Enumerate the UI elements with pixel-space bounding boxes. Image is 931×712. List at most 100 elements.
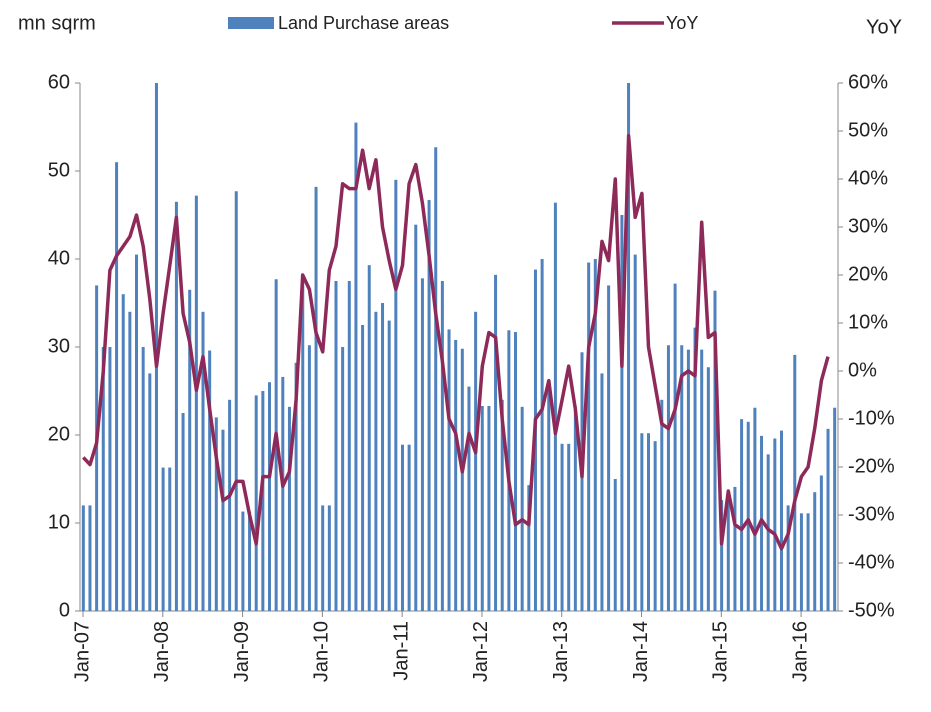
bar [613, 479, 617, 611]
bar [514, 332, 518, 611]
bar [773, 438, 777, 611]
bar [786, 505, 790, 611]
bar [268, 382, 271, 611]
bar [154, 83, 158, 611]
y-tick-label: 30 [48, 335, 70, 357]
bar [620, 215, 624, 611]
y2-tick-label: 50% [848, 119, 888, 141]
bar [686, 349, 690, 611]
bar [693, 327, 697, 611]
bar [115, 162, 119, 611]
bar [454, 339, 458, 611]
y-tick-label: 50 [48, 159, 70, 181]
bar [108, 347, 112, 611]
bar [168, 467, 172, 611]
bar [706, 367, 710, 611]
y2-tick-label: 30% [848, 215, 888, 237]
bar [600, 373, 604, 611]
bar [680, 345, 684, 611]
bar [141, 347, 145, 611]
bar [148, 373, 152, 611]
bar [374, 311, 378, 611]
x-tick-label: Jan-08 [151, 621, 173, 682]
bar [540, 259, 544, 611]
bar [740, 419, 744, 611]
bar [234, 191, 238, 612]
bar [653, 441, 657, 611]
bar [580, 352, 584, 611]
bar [440, 281, 444, 611]
bar [341, 347, 345, 611]
bar [347, 281, 351, 611]
bar [427, 200, 431, 612]
bar [248, 511, 252, 611]
bar [121, 294, 125, 611]
bar [367, 265, 371, 611]
bar [327, 505, 331, 611]
bar [460, 348, 464, 611]
bar [321, 505, 325, 611]
bar [587, 262, 591, 611]
bar [447, 329, 451, 611]
bar [640, 433, 644, 611]
x-tick-label: Jan-07 [71, 621, 93, 682]
legend-label: YoY [666, 13, 698, 33]
bar [314, 186, 318, 611]
bar [254, 395, 258, 611]
bar [281, 376, 285, 611]
bar [813, 492, 817, 611]
bar [214, 417, 218, 611]
bar [673, 283, 677, 611]
bar [500, 399, 504, 611]
bar [560, 443, 564, 611]
bar [400, 444, 404, 611]
bar [713, 290, 717, 611]
bar [194, 195, 198, 611]
bar [181, 413, 185, 611]
bar [819, 475, 823, 611]
bar [547, 383, 551, 611]
x-tick-label: Jan-11 [390, 621, 412, 681]
x-tick-label: Jan-15 [710, 621, 732, 682]
bar [467, 386, 471, 611]
y-tick-label: 20 [48, 423, 70, 445]
y-axis-label: mn sqrm [18, 12, 96, 34]
bar [833, 407, 837, 611]
bar [294, 362, 298, 611]
bar [746, 421, 750, 611]
bar [633, 254, 637, 611]
y2-tick-label: -30% [848, 503, 895, 525]
y2-tick-label: 10% [848, 311, 888, 333]
bar [826, 428, 830, 611]
bar [381, 303, 385, 611]
bar [261, 391, 265, 611]
bar [201, 311, 205, 611]
x-tick-label: Jan-09 [231, 621, 253, 682]
x-tick-label: Jan-13 [550, 621, 572, 682]
y2-tick-label: 20% [848, 263, 888, 285]
bar [720, 500, 724, 611]
bar [241, 511, 245, 611]
y-tick-label: 0 [59, 599, 70, 621]
x-tick-label: Jan-10 [311, 621, 333, 682]
bar [527, 485, 531, 611]
bar [593, 259, 597, 611]
bar [387, 320, 391, 611]
bar [394, 179, 398, 612]
x-tick-label: Jan-14 [630, 621, 652, 682]
bar [208, 350, 212, 611]
bar [88, 505, 92, 611]
bar [228, 399, 232, 611]
y2-tick-label: 0% [848, 359, 877, 381]
bar [81, 505, 85, 611]
bar [101, 347, 105, 611]
bar [420, 278, 424, 611]
bar [480, 405, 484, 611]
y2-tick-label: -40% [848, 551, 895, 573]
bar [188, 289, 192, 611]
bar [135, 254, 139, 611]
yoy-line [82, 134, 830, 551]
x-tick-label: Jan-16 [789, 621, 811, 682]
y2-tick-label: -20% [848, 455, 895, 477]
y-tick-label: 10 [48, 511, 70, 533]
